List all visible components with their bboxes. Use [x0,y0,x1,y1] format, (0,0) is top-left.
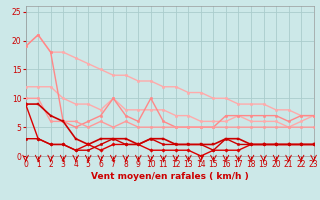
X-axis label: Vent moyen/en rafales ( km/h ): Vent moyen/en rafales ( km/h ) [91,172,248,181]
